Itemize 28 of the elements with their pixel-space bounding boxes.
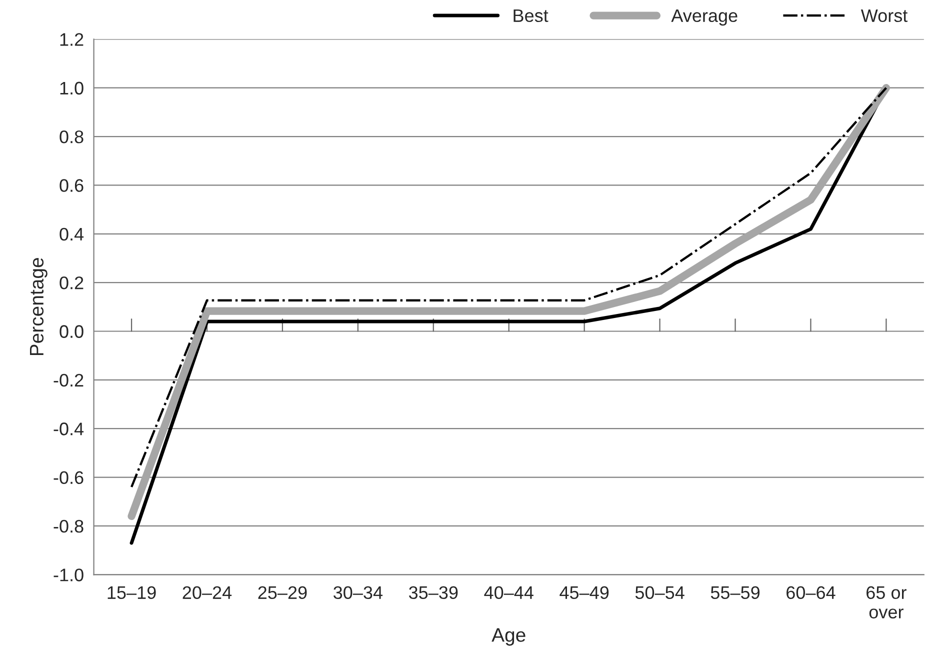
y-tick-label: 1.0 bbox=[60, 82, 84, 95]
y-tick-label: 0.4 bbox=[60, 228, 84, 241]
y-tick-label: -0.6 bbox=[54, 471, 84, 484]
y-tick-label: -1.0 bbox=[54, 568, 84, 582]
x-tick-label: 45–49 bbox=[560, 586, 609, 600]
x-tick-label: 20–24 bbox=[182, 586, 232, 600]
x-tick-label: 30–34 bbox=[334, 586, 383, 600]
y-tick-label: 0.8 bbox=[60, 130, 84, 144]
legend-label: Worst bbox=[860, 9, 908, 22]
x-tick-label: 15–19 bbox=[108, 586, 156, 600]
y-axis-title: Percentage bbox=[30, 258, 48, 356]
x-tick-label: 60–64 bbox=[786, 586, 836, 600]
y-tick-label: 0.6 bbox=[60, 179, 84, 192]
y-tick-label: 0.2 bbox=[60, 276, 84, 290]
x-tick-label: 50–54 bbox=[635, 586, 684, 600]
x-tick-label: 65 or over bbox=[866, 586, 906, 618]
y-tick-label: 0.0 bbox=[60, 325, 84, 338]
x-tick-label: 25–29 bbox=[258, 586, 307, 600]
x-axis-title: Age bbox=[492, 628, 526, 646]
y-tick-label: 1.2 bbox=[60, 33, 84, 46]
legend-label: Average bbox=[671, 9, 738, 26]
x-tick-label: 35–39 bbox=[408, 586, 458, 600]
y-tick-label: -0.8 bbox=[54, 520, 84, 533]
legend-label: Best bbox=[514, 9, 548, 22]
y-tick-label: -0.2 bbox=[54, 374, 84, 387]
x-tick-label: 55–59 bbox=[710, 586, 760, 600]
x-tick-label: 40–44 bbox=[484, 586, 534, 600]
y-tick-label: -0.4 bbox=[54, 422, 84, 436]
